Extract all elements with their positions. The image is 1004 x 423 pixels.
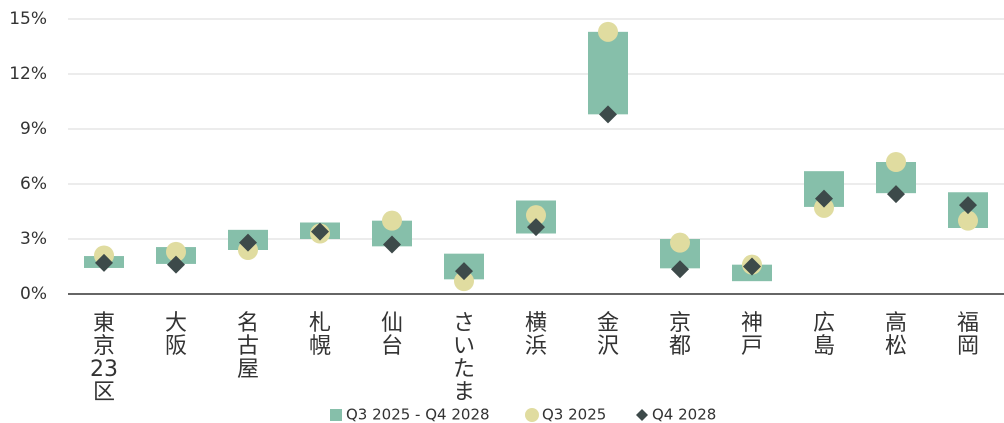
q4-marker	[527, 218, 545, 237]
q3-marker	[166, 241, 186, 262]
q3-marker	[958, 210, 978, 231]
legend-label: Q3 2025 - Q4 2028	[346, 406, 490, 423]
y-tick-label: 0%	[20, 284, 47, 304]
legend-swatch	[330, 409, 342, 421]
x-tick-label: 仙台	[381, 311, 403, 359]
q4-marker	[743, 257, 761, 276]
q3-marker	[526, 205, 546, 226]
q3-marker	[814, 197, 834, 218]
q4-marker	[95, 253, 113, 272]
y-tick-label: 12%	[9, 64, 47, 84]
q3-marker	[886, 152, 906, 172]
y-tick-label: 6%	[20, 174, 47, 194]
q4-marker	[455, 262, 473, 281]
x-tick-label: 大阪	[165, 311, 187, 359]
q4-marker	[239, 233, 257, 252]
x-tick-label: さいたま	[453, 311, 475, 405]
x-tick-label: 福岡	[957, 311, 979, 359]
q4-marker	[671, 260, 689, 279]
y-tick-label: 3%	[20, 229, 47, 249]
q4-marker	[311, 222, 329, 241]
legend-label: Q4 2028	[652, 406, 716, 423]
q4-marker	[167, 255, 185, 274]
y-tick-label: 9%	[20, 119, 47, 139]
q4-marker	[383, 235, 401, 254]
x-tick-label: 広島	[813, 311, 835, 359]
q3-marker	[454, 271, 474, 292]
q3-marker	[382, 210, 402, 231]
q3-marker	[598, 21, 618, 42]
legend-swatch	[525, 408, 539, 422]
x-tick-label: 京都	[669, 311, 691, 359]
q4-marker	[959, 196, 977, 215]
range-bar	[588, 31, 628, 115]
legend: Q3 2025 - Q4 2028 Q3 2025 Q4 2028	[330, 406, 716, 423]
x-tick-label: 横浜	[525, 311, 547, 359]
y-tick-label: 15%	[9, 9, 47, 29]
x-tick-label: 札幌	[309, 311, 331, 359]
x-tick-label: 神戸	[741, 311, 763, 359]
q3-marker	[670, 232, 690, 253]
x-tick-label: 名古屋	[237, 311, 259, 382]
x-tick-label: 金沢	[597, 311, 619, 359]
x-tick-label: 高松	[885, 311, 907, 359]
q4-marker	[815, 189, 833, 208]
legend-swatch	[636, 409, 648, 421]
legend-label: Q3 2025	[542, 406, 606, 423]
q4-marker	[599, 105, 617, 124]
q4-marker	[887, 185, 905, 204]
x-tick-label: 東京 23 区	[90, 311, 118, 405]
